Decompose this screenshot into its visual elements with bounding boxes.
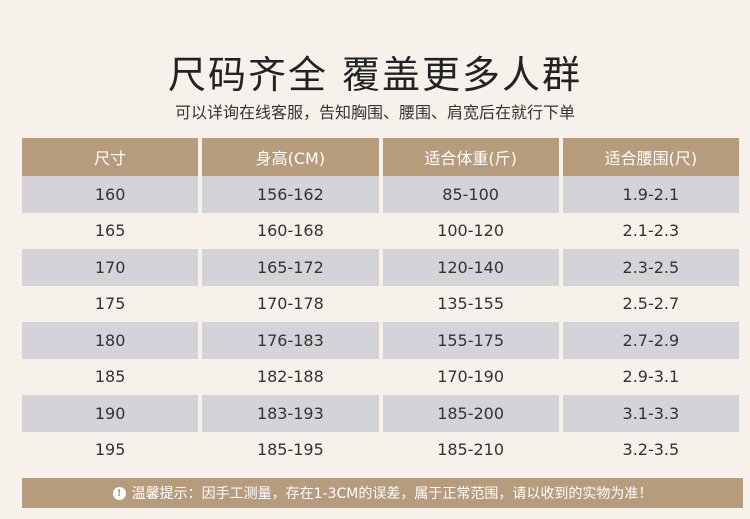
cell-weight: 120-140 [382,249,559,286]
cell-size: 175 [22,285,199,322]
cell-waist: 2.1-2.3 [562,212,739,249]
header-height: 身高(CM) [202,138,379,176]
cell-height: 185-195 [202,431,379,468]
cell-waist: 2.3-2.5 [562,249,739,286]
exclamation-circle-icon: ! [112,486,126,500]
table-row: 195 185-195 185-210 3.2-3.5 [22,431,739,468]
cell-waist: 3.1-3.3 [562,395,739,432]
cell-weight: 185-210 [382,431,559,468]
cell-waist: 3.2-3.5 [562,431,739,468]
page-subtitle: 可以详询在线客服，告知胸围、腰围、肩宽后在就行下单 [174,103,575,122]
header-waist: 适合腰围(尺) [562,138,739,176]
table-row: 180 176-183 155-175 2.7-2.9 [22,322,739,359]
table-row: 190 183-193 185-200 3.1-3.3 [22,395,739,432]
cell-waist: 2.5-2.7 [562,285,739,322]
cell-size: 160 [22,176,199,213]
cell-size: 180 [22,322,199,359]
header-size: 尺寸 [22,138,199,176]
cell-height: 160-168 [202,212,379,249]
cell-waist: 2.9-3.1 [562,358,739,395]
size-table: 尺寸 身高(CM) 适合体重(斤) 适合腰围(尺) 160 156-162 85… [18,138,743,468]
table-header-row: 尺寸 身高(CM) 适合体重(斤) 适合腰围(尺) [22,138,739,176]
cell-height: 170-178 [202,285,379,322]
page-title: 尺码齐全 覆盖更多人群 [167,53,583,97]
cell-size: 165 [22,212,199,249]
notice-banner: ! 温馨提示：因手工测量，存在1-3CM的误差，属于正常范围，请以收到的实物为准… [22,478,743,508]
cell-weight: 100-120 [382,212,559,249]
cell-size: 190 [22,395,199,432]
cell-height: 156-162 [202,176,379,213]
cell-height: 182-188 [202,358,379,395]
cell-size: 170 [22,249,199,286]
cell-weight: 185-200 [382,395,559,432]
table-row: 175 170-178 135-155 2.5-2.7 [22,285,739,322]
cell-weight: 170-190 [382,358,559,395]
cell-height: 183-193 [202,395,379,432]
cell-height: 165-172 [202,249,379,286]
cell-size: 195 [22,431,199,468]
cell-weight: 85-100 [382,176,559,213]
table-row: 160 156-162 85-100 1.9-2.1 [22,176,739,213]
cell-weight: 155-175 [382,322,559,359]
table-row: 165 160-168 100-120 2.1-2.3 [22,212,739,249]
table-row: 170 165-172 120-140 2.3-2.5 [22,249,739,286]
cell-size: 185 [22,358,199,395]
header-weight: 适合体重(斤) [382,138,559,176]
table-row: 185 182-188 170-190 2.9-3.1 [22,358,739,395]
cell-height: 176-183 [202,322,379,359]
cell-weight: 135-155 [382,285,559,322]
cell-waist: 1.9-2.1 [562,176,739,213]
cell-waist: 2.7-2.9 [562,322,739,359]
notice-text: 温馨提示：因手工测量，存在1-3CM的误差，属于正常范围，请以收到的实物为准！ [131,486,653,502]
